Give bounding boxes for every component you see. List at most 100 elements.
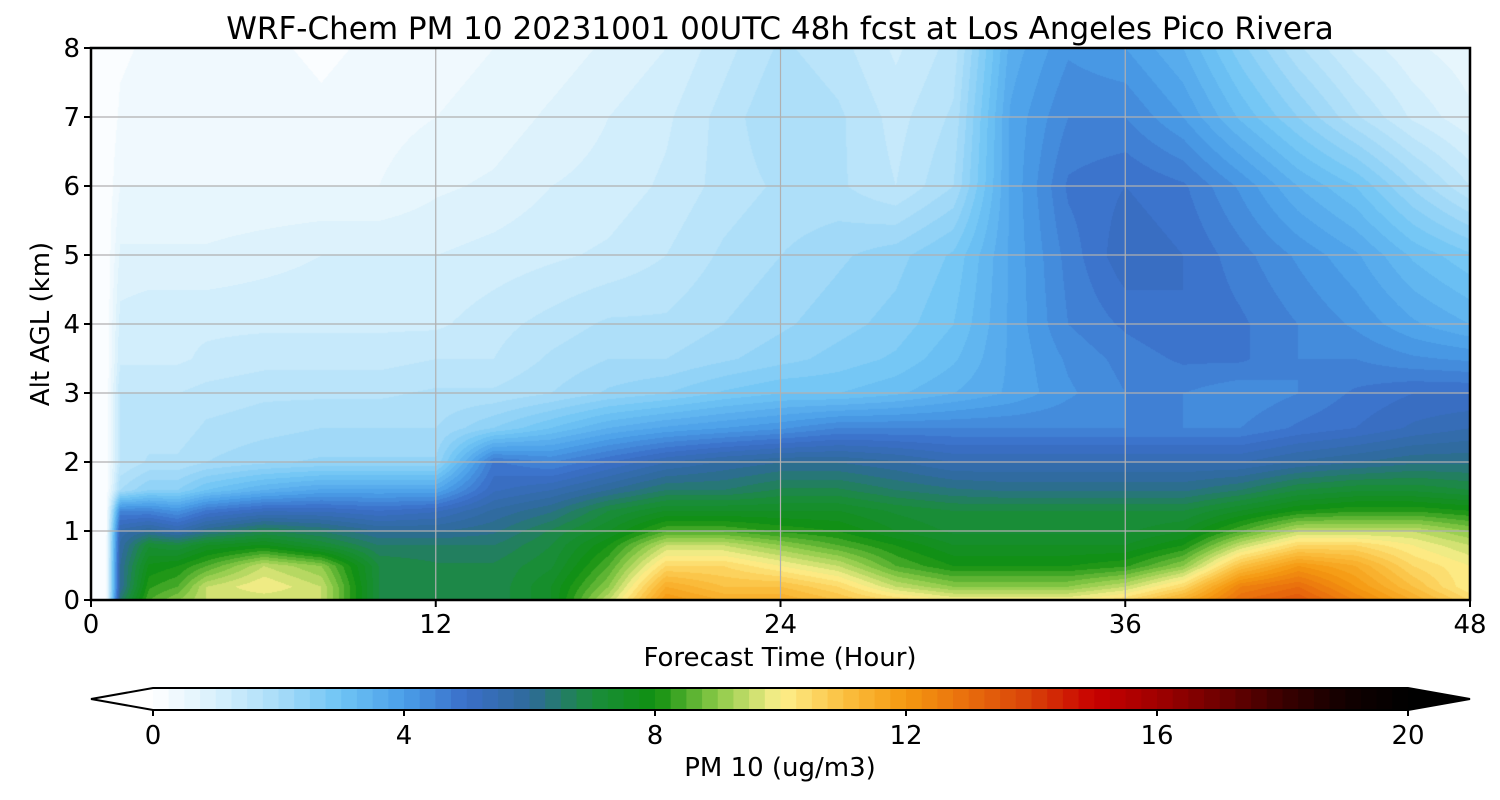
colorbar-swatch (858, 688, 876, 710)
colorbar-swatch (749, 688, 766, 710)
colorbar-swatch (670, 688, 687, 710)
colorbar-swatch (1157, 688, 1174, 710)
colorbar-swatch (1392, 688, 1409, 710)
colorbar-swatch (1015, 688, 1033, 710)
colorbar-swatch (513, 688, 531, 710)
x-axis-ticks: 0 12 24 36 48 (83, 600, 1487, 640)
colorbar-swatch (655, 688, 672, 710)
colorbar-swatch (341, 688, 358, 710)
y-tick-label: 2 (63, 448, 80, 478)
colorbar: 0 4 8 12 16 20 PM 10 (ug/m3) (90, 687, 1471, 783)
colorbar-swatches (153, 688, 1409, 710)
colorbar-swatch (953, 688, 970, 710)
x-tick-label: 48 (1453, 610, 1486, 640)
colorbar-swatch (686, 688, 703, 710)
colorbar-swatch (215, 688, 233, 710)
colorbar-swatch (545, 688, 562, 710)
x-axis-label: Forecast Time (Hour) (643, 643, 916, 673)
colorbar-swatch (576, 688, 593, 710)
plot-area (89, 46, 1472, 602)
colorbar-swatch (1235, 688, 1252, 710)
y-tick-label: 3 (63, 379, 80, 409)
colorbar-swatch (827, 688, 844, 710)
colorbar-swatch (764, 688, 782, 710)
colorbar-swatch (796, 688, 813, 710)
colorbar-swatch (1062, 688, 1080, 710)
colorbar-swatch (717, 688, 735, 710)
colorbar-tick-label: 16 (1140, 721, 1173, 751)
y-tick-label: 6 (63, 172, 80, 202)
colorbar-swatch (702, 688, 719, 710)
colorbar-swatch (1078, 688, 1095, 710)
chart-title: WRF-Chem PM 10 20231001 00UTC 48h fcst a… (226, 11, 1333, 47)
colorbar-swatch (404, 688, 421, 710)
colorbar-swatch (247, 688, 264, 710)
colorbar-swatch (356, 688, 374, 710)
colorbar-swatch (1251, 688, 1268, 710)
colorbar-tick-label: 20 (1391, 721, 1424, 751)
y-tick-label: 5 (63, 241, 80, 271)
colorbar-tick-label: 12 (889, 721, 922, 751)
colorbar-swatch (592, 688, 609, 710)
colorbar-swatch (278, 688, 295, 710)
y-axis-label: Alt AGL (km) (26, 242, 56, 406)
colorbar-swatch (968, 688, 986, 710)
colorbar-swatch (294, 688, 311, 710)
colorbar-swatch (1109, 688, 1127, 710)
colorbar-swatch (1313, 688, 1331, 710)
colorbar-swatch (623, 688, 640, 710)
colorbar-swatch (1031, 688, 1048, 710)
colorbar-swatch (906, 688, 923, 710)
colorbar-swatch (607, 688, 625, 710)
y-tick-label: 7 (63, 103, 80, 133)
colorbar-swatch (529, 688, 546, 710)
colorbar-swatch (1047, 688, 1064, 710)
colorbar-swatch (874, 688, 891, 710)
colorbar-swatch (1188, 688, 1205, 710)
x-tick-label: 12 (419, 610, 452, 640)
y-tick-label: 0 (63, 586, 80, 616)
colorbar-swatch (984, 688, 1001, 710)
colorbar-swatch (1141, 688, 1158, 710)
colorbar-swatch (482, 688, 499, 710)
colorbar-swatch (1204, 688, 1221, 710)
colorbar-swatch (309, 688, 327, 710)
colorbar-swatch (1360, 688, 1378, 710)
colorbar-swatch (733, 688, 750, 710)
colorbar-swatch (1219, 688, 1237, 710)
colorbar-tick-label: 4 (396, 721, 413, 751)
colorbar-swatch (1345, 688, 1362, 710)
x-tick-label: 0 (83, 610, 100, 640)
colorbar-swatch (435, 688, 452, 710)
colorbar-swatch (811, 688, 829, 710)
colorbar-swatch (921, 688, 938, 710)
colorbar-swatch (419, 688, 436, 710)
y-tick-label: 1 (63, 517, 80, 547)
colorbar-swatch (639, 688, 656, 710)
colorbar-swatch (388, 688, 405, 710)
colorbar-swatch (1282, 688, 1299, 710)
colorbar-swatch (184, 688, 201, 710)
colorbar-swatch (372, 688, 389, 710)
colorbar-swatch (890, 688, 907, 710)
colorbar-swatch (231, 688, 248, 710)
colorbar-extend-low (91, 688, 153, 710)
colorbar-label: PM 10 (ug/m3) (684, 753, 876, 783)
x-tick-label: 24 (764, 610, 797, 640)
colorbar-swatch (1125, 688, 1142, 710)
colorbar-swatch (325, 688, 342, 710)
colorbar-swatch (466, 688, 484, 710)
colorbar-swatch (498, 688, 515, 710)
colorbar-tick-label: 8 (647, 721, 664, 751)
colorbar-swatch (168, 688, 185, 710)
colorbar-ticks: 0 4 8 12 16 20 (145, 710, 1425, 751)
y-tick-label: 4 (63, 310, 80, 340)
colorbar-extend-high (1408, 688, 1470, 710)
colorbar-swatch (1376, 688, 1393, 710)
y-axis-ticks: 0 1 2 3 4 5 6 7 8 (63, 34, 91, 616)
colorbar-tick-label: 0 (145, 721, 162, 751)
colorbar-swatch (200, 688, 217, 710)
colorbar-swatch (153, 688, 170, 710)
x-tick-label: 36 (1109, 610, 1142, 640)
